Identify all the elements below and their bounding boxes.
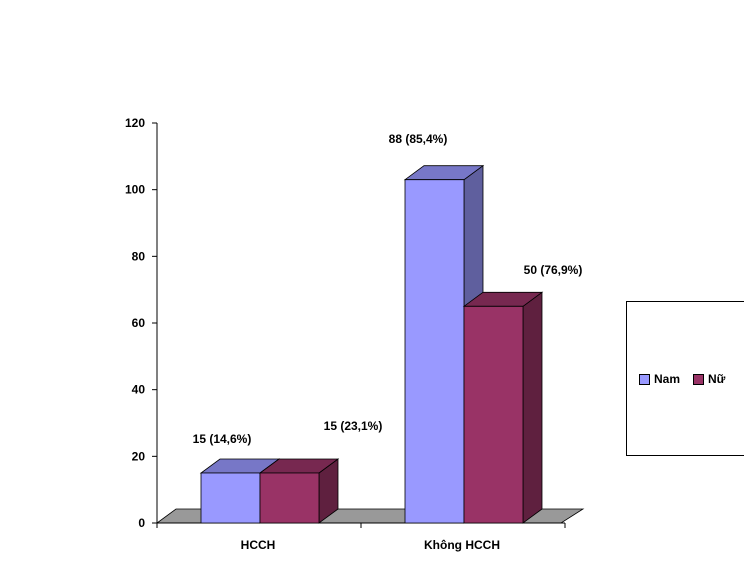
x-category-label: Không HCCH [424,538,500,552]
data-label: 15 (14,6%) [193,432,252,446]
y-tick-label: 60 [132,316,146,330]
legend-label-nu: Nữ [708,372,726,386]
bar-front-face [404,179,465,524]
legend-entry-nu: Nữ [693,372,725,386]
data-label: 50 (76,9%) [524,263,583,277]
y-tick-label: 100 [125,183,145,197]
legend: Nam Nữ [626,301,744,456]
data-label: 88 (85,4%) [389,132,448,146]
bar-side-face [522,291,543,524]
x-category-label: HCCH [241,538,276,552]
legend-swatch-nam [639,373,650,385]
bar-front-face [259,472,320,524]
data-label: 15 (23,1%) [324,419,383,433]
y-tick-label: 120 [125,116,145,130]
bar-nu-hcch [258,458,340,524]
bar-front-face [463,305,524,524]
legend-entry-nam: Nam [639,372,680,386]
y-tick-label: 40 [132,383,146,397]
y-tick-label: 80 [132,249,146,263]
legend-label-nam: Nam [654,372,681,386]
legend-swatch-nu [693,373,704,385]
y-tick-label: 20 [132,449,146,463]
bar-nu-khong-hcch [462,291,544,524]
y-tick-label: 0 [138,516,145,530]
bar-front-face [200,472,261,524]
